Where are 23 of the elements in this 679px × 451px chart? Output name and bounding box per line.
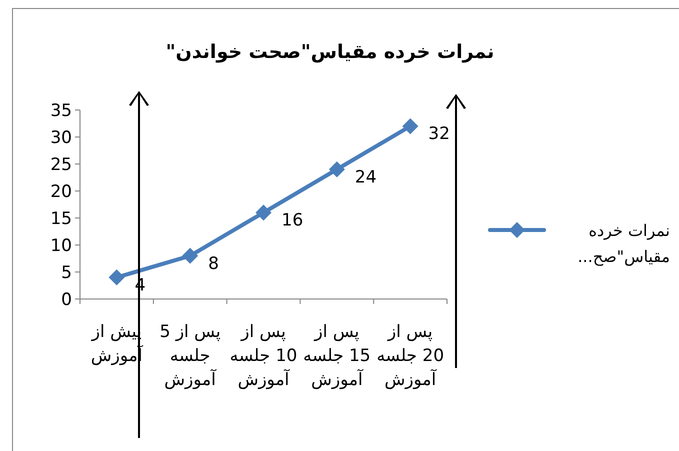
x-tick-label: پس از 15 جلسه آموزش bbox=[303, 322, 371, 390]
data-label: 32 bbox=[428, 124, 450, 144]
point bbox=[328, 161, 345, 178]
data-label: 16 bbox=[282, 210, 304, 231]
y-tick-label: 10 bbox=[50, 236, 72, 256]
legend: نمرات خرده مقیاس"صح... bbox=[488, 221, 670, 266]
y-tick-label: 30 bbox=[50, 128, 72, 148]
data-label: 24 bbox=[354, 167, 377, 188]
point bbox=[402, 118, 418, 134]
y-tick-label: 35 bbox=[50, 101, 72, 121]
x-tick-label: پس از 10 جلسه آموزش bbox=[230, 322, 298, 390]
point bbox=[182, 248, 198, 264]
chart-title: نمرات خرده مقیاس"صحت خواندن" bbox=[166, 41, 494, 63]
data-label: 8 bbox=[208, 254, 219, 274]
y-tick-label: 5 bbox=[61, 263, 72, 283]
x-tick-label: پس از 20 جلسه آموزش bbox=[376, 322, 444, 390]
y-tick-label: 20 bbox=[50, 182, 72, 202]
x-tick-label: پس از 5 جلسه آموزش bbox=[160, 322, 221, 390]
point bbox=[256, 204, 272, 221]
point bbox=[108, 269, 125, 286]
y-tick-label: 0 bbox=[61, 290, 72, 310]
y-tick-label: 15 bbox=[50, 209, 72, 229]
y-tick-label: 25 bbox=[50, 155, 72, 175]
